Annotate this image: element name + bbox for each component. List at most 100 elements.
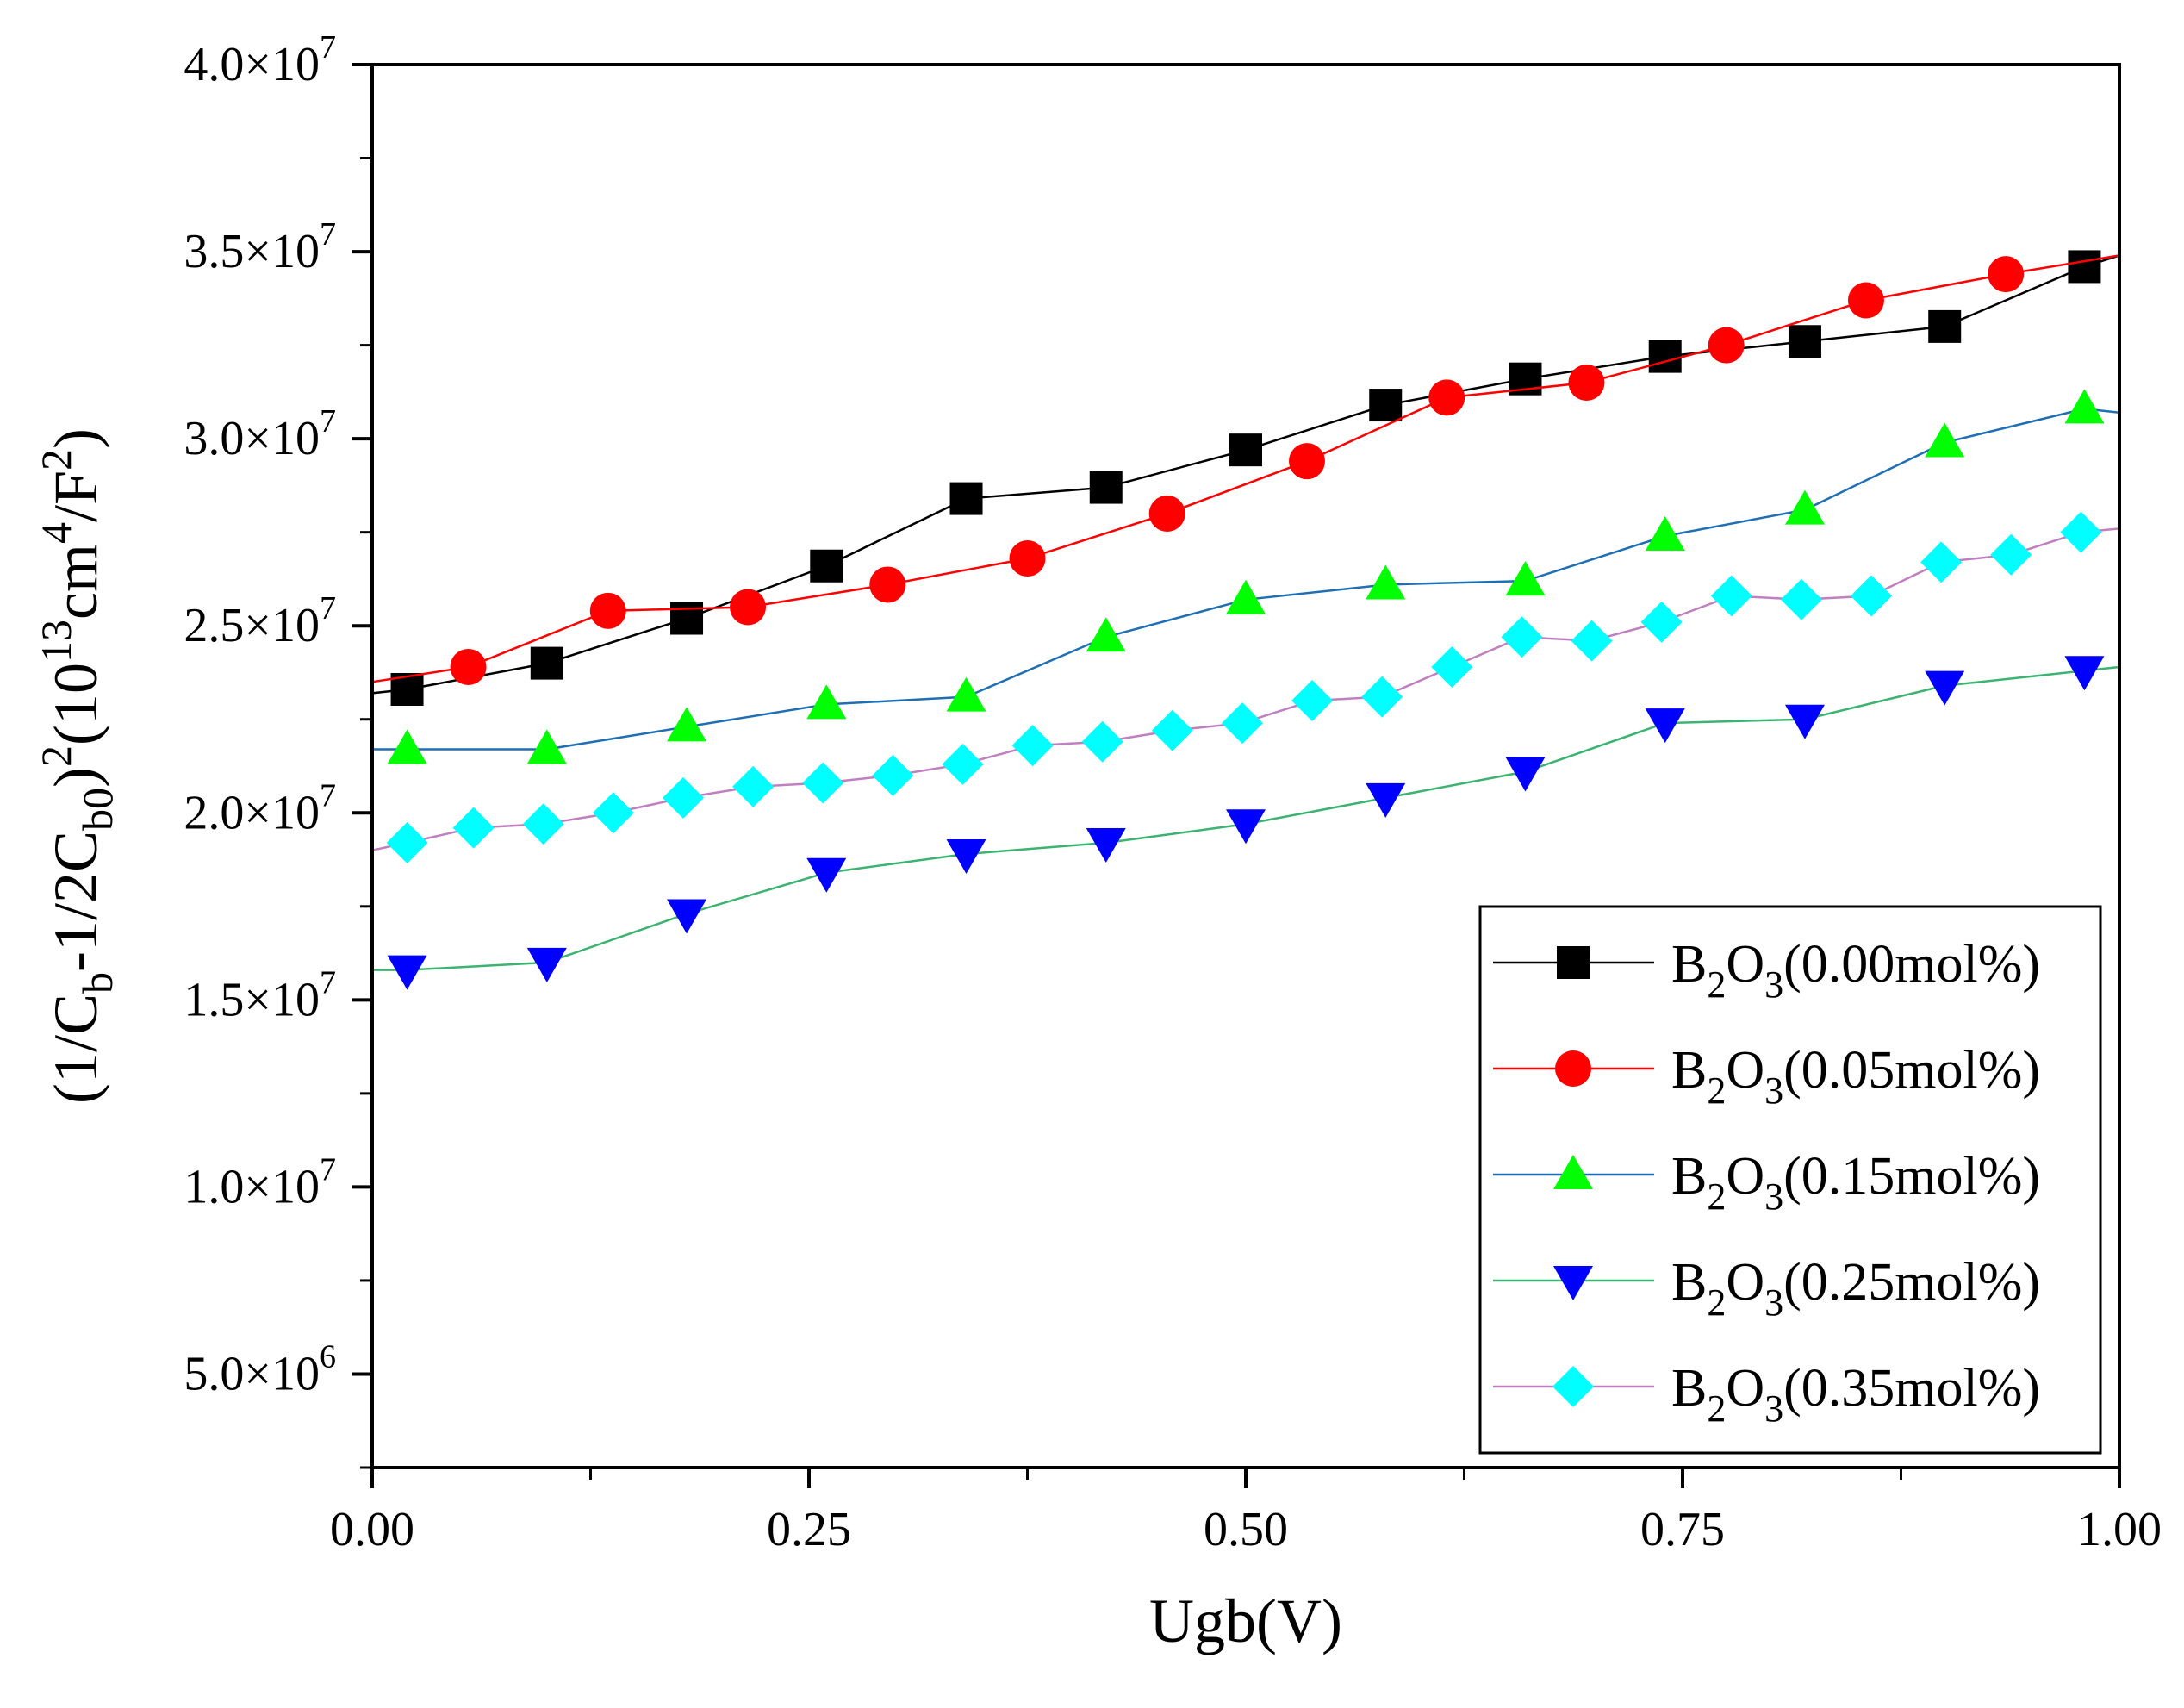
data-point [946, 839, 986, 875]
data-point [2060, 511, 2102, 553]
x-axis: 0.00 0.25 0.50 0.75 1.00 [330, 1468, 2162, 1556]
data-point [1920, 541, 1963, 583]
legend: B2O3(0.00mol%) B2O3(0.05mol%) B2O3(0.15mol… [1478, 905, 2102, 1455]
data-point [1291, 680, 1334, 722]
data-point [2068, 250, 2101, 284]
legend-marker [1553, 1155, 1593, 1189]
legend-entry: B2O3(0.05mol%) [1493, 1041, 2040, 1112]
y-title-sup: 2 [32, 745, 80, 767]
data-point [667, 707, 707, 742]
y-title-sup: 13 [32, 620, 80, 663]
y-title-part: ) [41, 428, 110, 449]
data-point [1226, 579, 1266, 614]
y-title-part: ) [41, 767, 110, 788]
y-tick-label: 2.5×107 [184, 590, 336, 652]
legend-marker [1553, 1266, 1593, 1300]
data-point [526, 729, 567, 764]
y-title-sup: 2 [32, 449, 80, 471]
series-0 [371, 250, 2120, 707]
data-point [1710, 575, 1752, 617]
series-3 [372, 656, 2120, 990]
data-point [452, 807, 495, 849]
data-point [1011, 725, 1054, 767]
data-point [1089, 471, 1123, 504]
legend-entry: B2O3(0.00mol%) [1493, 935, 2040, 1006]
data-point [869, 566, 906, 603]
data-point [1988, 256, 2025, 293]
legend-label: B2O3(0.05mol%) [1671, 1041, 2040, 1112]
series-2 [372, 389, 2120, 764]
data-point [386, 821, 428, 863]
x-axis-title: Ugb(V) [1149, 1586, 1342, 1655]
data-point [522, 803, 564, 845]
data-point [1288, 443, 1325, 480]
data-point [1009, 540, 1046, 577]
data-point [806, 684, 847, 720]
series-1 [371, 254, 2120, 685]
y-title-part: -1/2C [41, 831, 110, 972]
data-point [1708, 327, 1745, 364]
legend-entry: B2O3(0.35mol%) [1493, 1359, 2040, 1430]
data-point [1925, 670, 1965, 706]
y-title-sup: 4 [32, 522, 80, 544]
y-tick-label: 3.0×107 [184, 403, 336, 465]
legend-marker [1552, 1366, 1594, 1407]
data-point [1366, 782, 1406, 818]
y-tick-label: 2.0×107 [184, 777, 336, 839]
data-point [810, 549, 843, 583]
data-point [1428, 379, 1465, 416]
data-point [1784, 489, 1825, 525]
data-point [387, 955, 427, 990]
data-point [670, 602, 704, 635]
y-axis: 5.0×106 1.0×107 1.5×107 2.0×107 2.5×107 3.0×1… [184, 29, 372, 1469]
legend-entry: B2O3(0.15mol%) [1493, 1147, 2040, 1218]
series-layer [371, 250, 2120, 990]
data-point [802, 762, 844, 804]
data-point [1784, 704, 1825, 739]
data-point [1366, 564, 1406, 600]
y-title-sub: b [73, 972, 121, 994]
data-point [1229, 433, 1262, 467]
y-title-part: /F [41, 471, 110, 522]
data-point [1505, 757, 1546, 792]
y-title-part: (1/C [41, 994, 110, 1104]
data-point [1148, 495, 1185, 532]
data-point [872, 754, 914, 796]
data-point [1851, 575, 1893, 617]
y-tick-label: 3.5×107 [184, 216, 336, 278]
legend-label: B2O3(0.15mol%) [1671, 1147, 2040, 1218]
data-point [667, 899, 707, 934]
data-point [1847, 282, 1884, 319]
data-point [1081, 720, 1123, 763]
data-point [1571, 620, 1613, 662]
legend-marker [1555, 1050, 1591, 1087]
data-point [1928, 309, 1962, 343]
y-tick-label: 1.0×107 [184, 1151, 336, 1213]
data-point [1568, 365, 1605, 402]
data-point [1780, 578, 1822, 620]
x-tick-label: 0.50 [1204, 1503, 1288, 1556]
data-point [1369, 389, 1403, 422]
y-title-sub: b0 [73, 788, 121, 831]
data-point [1361, 676, 1403, 718]
y-axis-title: (1/Cb-1/2Cb0)2(1013cm4/F2) [32, 428, 121, 1104]
data-point [1086, 617, 1126, 652]
series-line [371, 254, 2120, 683]
legend-entry: B2O3(0.25mol%) [1493, 1253, 2040, 1324]
data-point [942, 743, 984, 785]
data-point [1501, 616, 1543, 658]
data-point [806, 857, 847, 893]
data-point [450, 648, 487, 685]
series-4 [371, 511, 2120, 863]
data-point [1505, 561, 1546, 596]
data-point [1788, 325, 1821, 358]
data-point [1226, 809, 1266, 845]
data-point [1640, 601, 1683, 643]
data-point [732, 765, 775, 807]
x-tick-label: 0.75 [1640, 1503, 1725, 1556]
data-point [949, 482, 983, 515]
x-tick-label: 0.25 [767, 1503, 851, 1556]
y-title-part: cm [41, 544, 110, 620]
data-point [1645, 516, 1685, 552]
